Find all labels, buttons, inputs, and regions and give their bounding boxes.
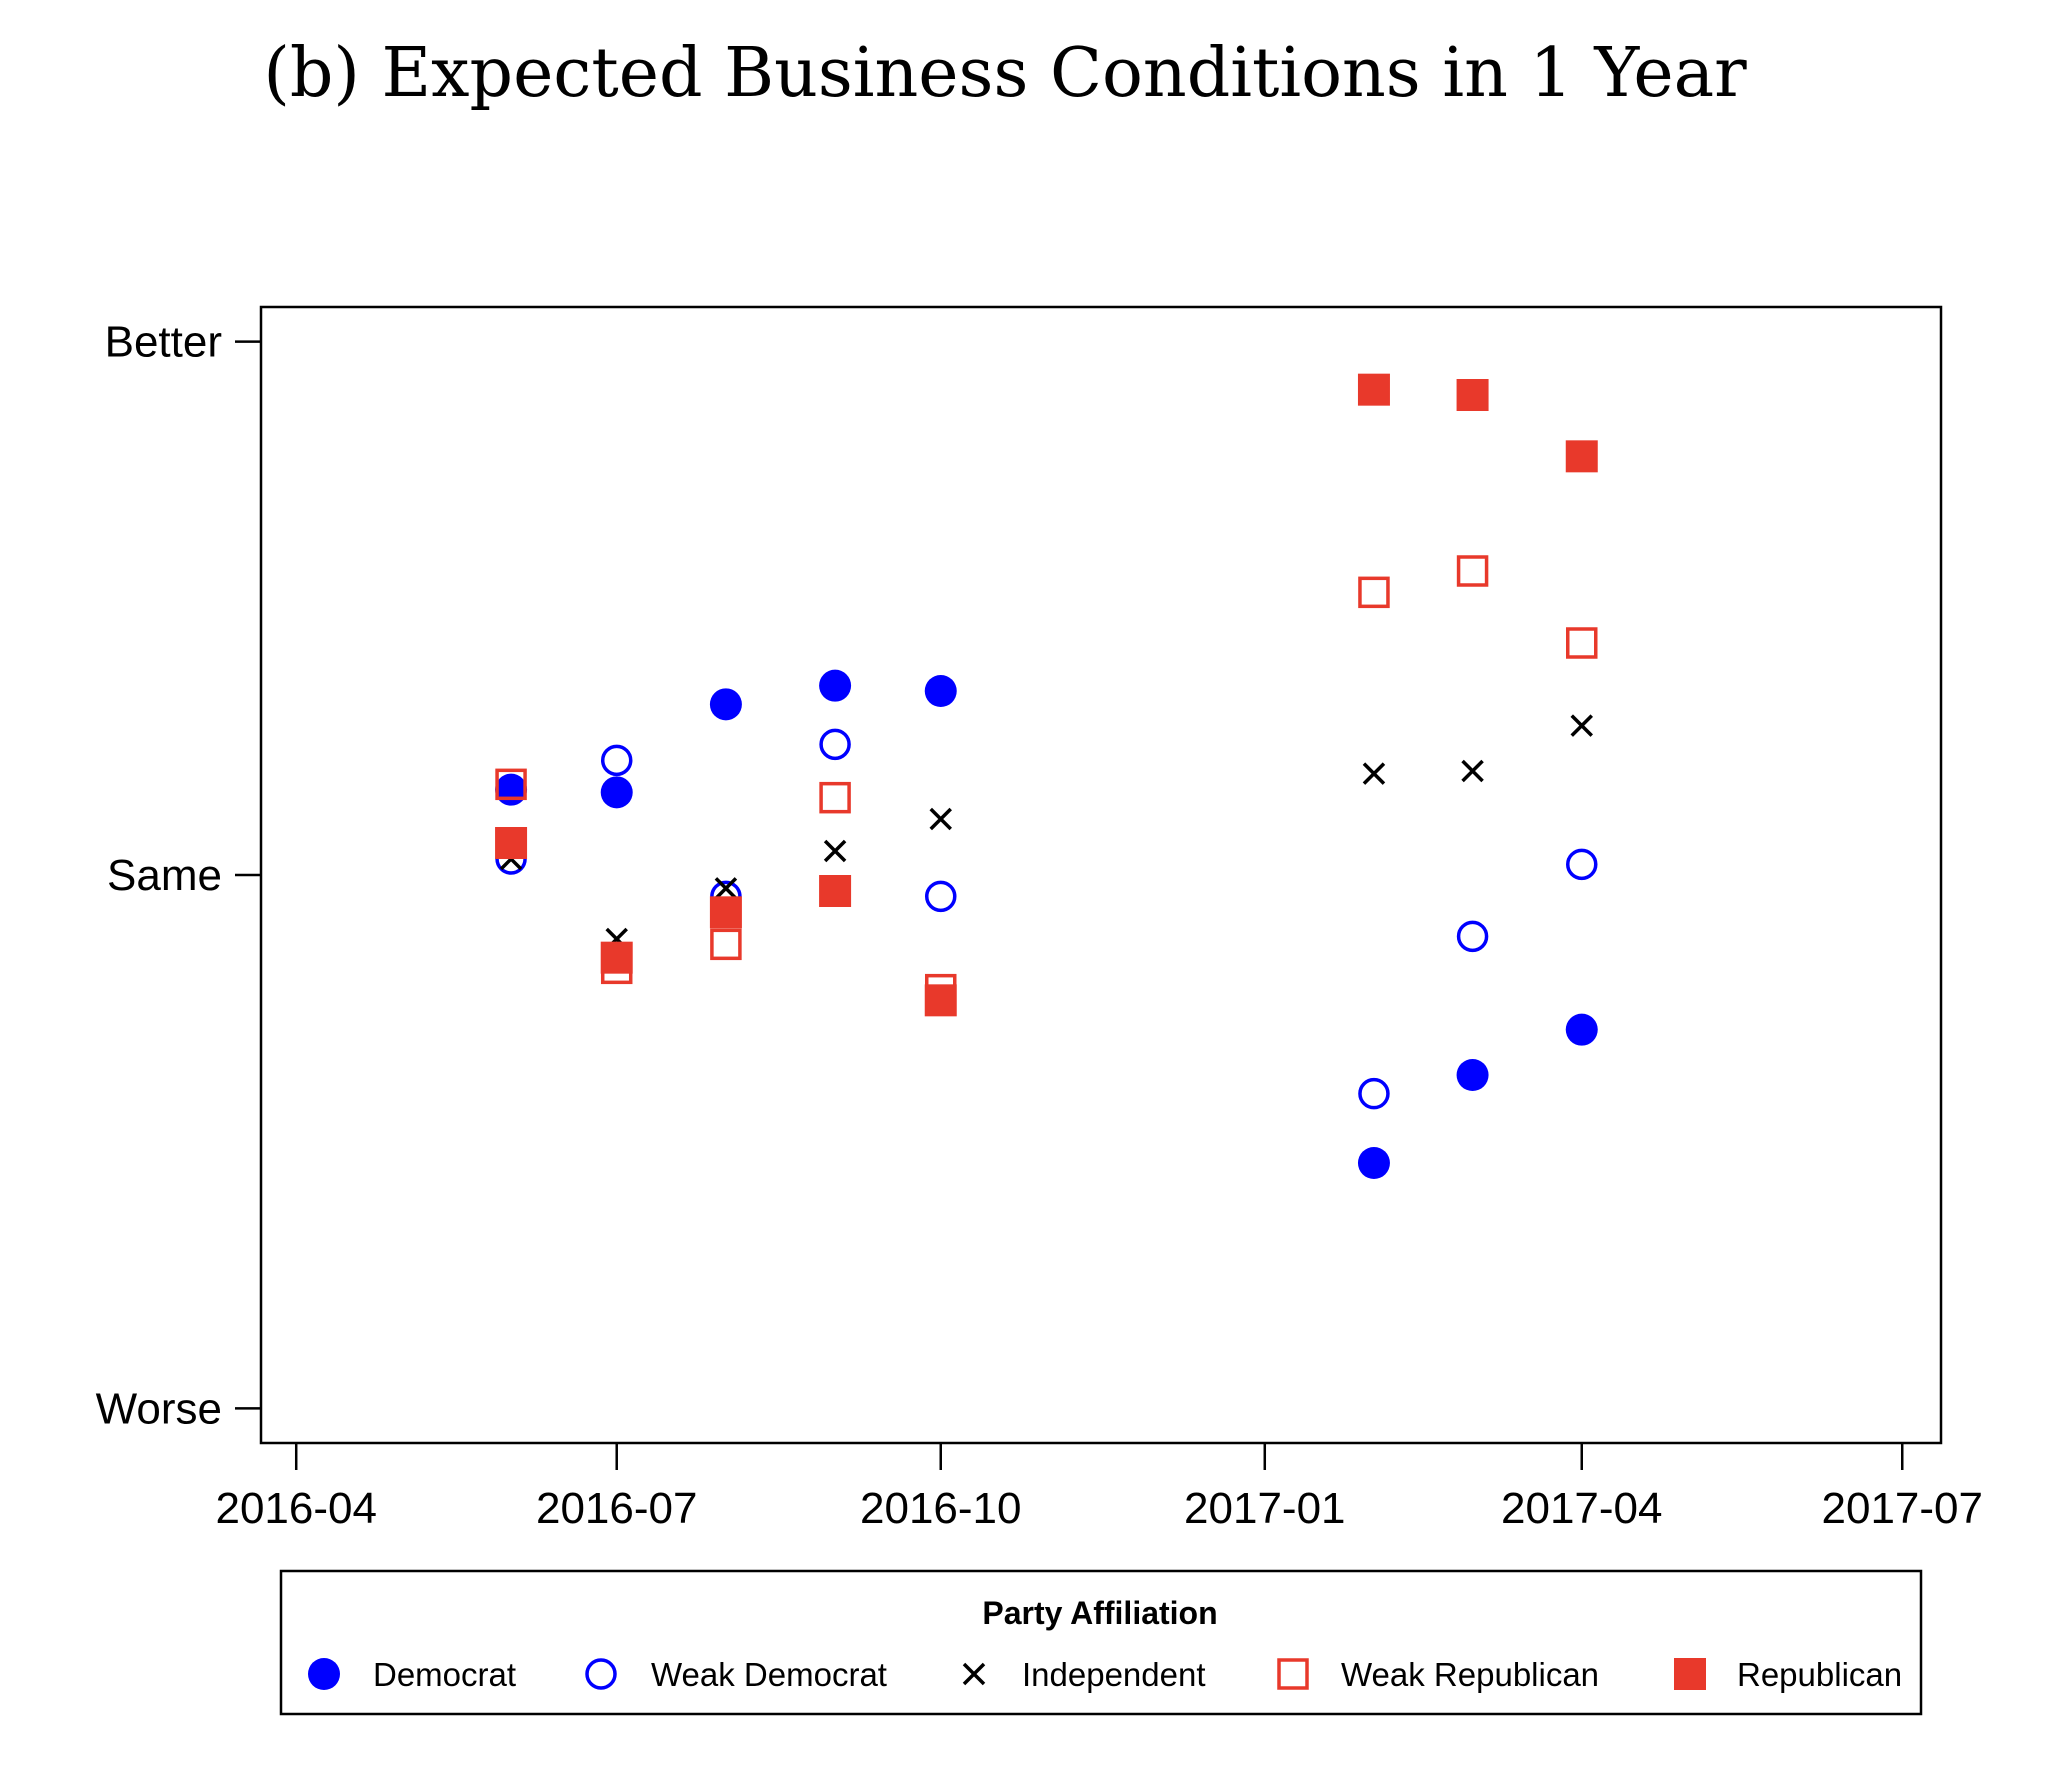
x-axis: 2016-04 2016-07 2016-10 2017-01 2017-04 2017-… xyxy=(215,1443,1983,1533)
weak-democrat-point xyxy=(1358,1077,1390,1110)
x-tick-label: 2017-04 xyxy=(1501,1484,1662,1533)
legend-label: Democrat xyxy=(373,1656,516,1693)
independent-point xyxy=(1461,759,1484,783)
republican-point xyxy=(1565,440,1598,473)
weak-democrat-point xyxy=(924,880,957,913)
weak-republican-point xyxy=(1566,627,1598,659)
legend-box xyxy=(279,1569,1923,1716)
legend-marker-weak-republican xyxy=(1277,1658,1309,1690)
republican-point xyxy=(924,984,957,1017)
series-democrat xyxy=(495,669,1598,1179)
legend-label: Republican xyxy=(1737,1656,1902,1693)
chart-title: (b) Expected Business Conditions in 1 Ye… xyxy=(263,34,1747,113)
series-independent xyxy=(499,714,1593,951)
weak-republican-point xyxy=(1456,555,1489,587)
legend-marker-independent xyxy=(962,1662,986,1686)
republican-point xyxy=(600,941,633,974)
democrat-point xyxy=(709,688,742,721)
weak-republican-point xyxy=(495,768,527,801)
democrat-point xyxy=(1357,1147,1390,1179)
democrat-point xyxy=(819,669,852,702)
republican-point xyxy=(1456,379,1489,411)
series-weak-republican xyxy=(495,555,1598,1006)
x-tick-label: 2016-10 xyxy=(860,1484,1021,1533)
republican-point xyxy=(1357,373,1390,406)
legend-label: Independent xyxy=(1022,1656,1206,1693)
series-republican xyxy=(495,373,1598,1017)
plot-frame xyxy=(259,305,1943,1445)
independent-point xyxy=(823,839,847,863)
x-tick-label: 2017-01 xyxy=(1184,1484,1345,1533)
republican-point xyxy=(819,875,852,907)
y-tick-label: Same xyxy=(107,851,222,900)
legend-label: Weak Republican xyxy=(1341,1656,1599,1693)
x-tick-label: 2016-07 xyxy=(536,1484,697,1533)
y-tick-label: Better xyxy=(105,318,222,367)
democrat-point xyxy=(924,675,957,707)
legend-item-weak-democrat: Weak Democrat xyxy=(585,1656,887,1693)
legend-marker-weak-democrat xyxy=(585,1658,617,1690)
legend-label: Weak Democrat xyxy=(651,1656,887,1693)
legend-item-weak-republican: Weak Republican xyxy=(1277,1656,1599,1693)
y-tick-label: Worse xyxy=(96,1384,222,1433)
independent-point xyxy=(1570,714,1593,737)
legend-item-democrat: Democrat xyxy=(308,1656,516,1693)
legend-marker-democrat xyxy=(308,1658,340,1690)
democrat-point xyxy=(1565,1013,1598,1046)
democrat-point xyxy=(1456,1059,1489,1091)
republican-point xyxy=(495,827,528,859)
legend-item-republican: Republican xyxy=(1674,1656,1902,1693)
independent-point xyxy=(1362,762,1386,785)
democrat-point xyxy=(495,773,528,806)
democrat-point xyxy=(600,776,633,809)
legend: Party Affiliation Democrat Weak Democrat I… xyxy=(279,1569,1923,1716)
independent-point xyxy=(714,877,738,900)
weak-democrat-point xyxy=(600,744,633,777)
republican-point xyxy=(709,896,742,929)
legend-item-independent: Independent xyxy=(962,1656,1206,1693)
weak-republican-point xyxy=(1358,576,1390,609)
weak-democrat-point xyxy=(1566,848,1598,881)
y-axis: Better Same Worse xyxy=(96,318,261,1433)
legend-items: Democrat Weak Democrat Independent Weak Rep… xyxy=(308,1656,1902,1693)
weak-republican-point xyxy=(710,928,742,961)
series-weak-democrat xyxy=(495,728,1598,1110)
x-tick-label: 2017-07 xyxy=(1822,1484,1983,1533)
data-points xyxy=(495,373,1598,1179)
independent-point xyxy=(929,807,952,831)
weak-democrat-point xyxy=(1456,920,1489,953)
weak-republican-point xyxy=(819,781,851,814)
legend-marker-republican xyxy=(1674,1658,1706,1690)
x-tick-label: 2016-04 xyxy=(215,1484,376,1533)
legend-title: Party Affiliation xyxy=(982,1595,1217,1631)
weak-democrat-point xyxy=(819,728,851,761)
